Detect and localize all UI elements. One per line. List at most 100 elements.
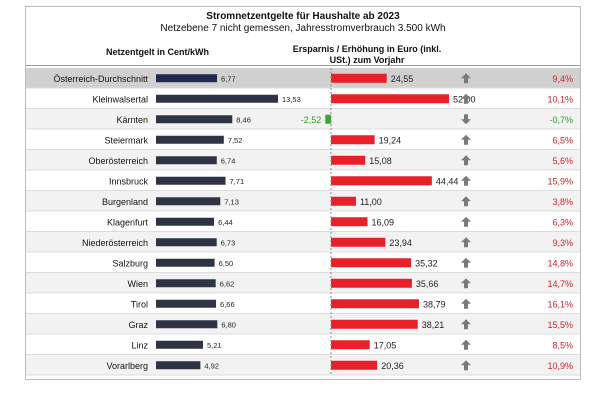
cent-bar — [156, 115, 233, 124]
cent-bar — [156, 197, 221, 206]
cent-value-label: 7,52 — [228, 136, 243, 145]
row-label: Klagenfurt — [107, 217, 149, 227]
cent-column-header: Netzentgelt in Cent/kWh — [106, 47, 209, 57]
arrow-up-icon — [461, 237, 471, 248]
euro-bar — [331, 155, 366, 165]
cent-bar — [156, 176, 226, 185]
cent-bar — [156, 299, 217, 308]
arrow-up-icon — [461, 257, 471, 268]
cent-value-label: 6,44 — [218, 218, 233, 227]
arrow-shape — [461, 360, 471, 371]
cent-value-label: 13,53 — [282, 95, 301, 104]
cent-bar — [156, 340, 203, 349]
arrow-shape — [461, 114, 471, 125]
arrow-shape — [461, 257, 471, 268]
euro-bar — [331, 176, 432, 186]
arrow-up-icon — [461, 155, 471, 166]
cent-value-label: 6,73 — [221, 238, 236, 247]
euro-bar — [331, 319, 418, 329]
row-label: Wien — [127, 279, 148, 289]
percent-change-label: 14,7% — [547, 279, 573, 289]
stripe-row-bg — [26, 232, 580, 253]
percent-change-label: 10,9% — [547, 361, 573, 371]
percent-change-label: 6,3% — [552, 217, 573, 227]
arrow-shape — [461, 155, 471, 166]
cent-value-label: 7,13 — [224, 197, 239, 206]
arrow-down-icon — [461, 114, 471, 125]
percent-change-label: 9,4% — [552, 74, 573, 84]
euro-bar — [331, 217, 368, 227]
arrow-up-icon — [461, 196, 471, 207]
percent-change-label: 6,5% — [552, 135, 573, 145]
euro-bar — [331, 360, 378, 370]
row-label: Oberösterreich — [88, 156, 148, 166]
chart-subtitle: Netzebene 7 nicht gemessen, Jahresstromv… — [160, 23, 446, 34]
stripe-row-bg — [26, 273, 580, 294]
cent-bar — [156, 135, 224, 144]
row-label: Vorarlberg — [106, 361, 148, 371]
arrow-shape — [461, 278, 471, 289]
cent-bar — [156, 258, 215, 267]
cent-bar — [156, 156, 217, 165]
percent-change-label: 8,5% — [552, 340, 573, 350]
euro-column-header-line2: USt.) zum Vorjahr — [329, 55, 405, 65]
row-label: Linz — [131, 340, 148, 350]
row-label: Österreich-Durchschnitt — [53, 74, 148, 84]
cent-bar — [156, 238, 217, 247]
arrow-up-icon — [461, 216, 471, 227]
stripe-row-bg — [26, 150, 580, 171]
euro-bar — [331, 73, 387, 83]
row-label: Graz — [128, 320, 148, 330]
cent-value-label: 5,21 — [207, 341, 222, 350]
euro-value-label: 20,36 — [381, 361, 404, 371]
euro-value-label: 15,08 — [369, 156, 392, 166]
cent-value-label: 8,46 — [236, 115, 251, 124]
cent-value-label: 6,62 — [220, 279, 235, 288]
euro-value-label: -2,52 — [301, 115, 322, 125]
chart-svg: Österreich-Durchschnitt 6,77 24,55 9,4% Klei… — [26, 65, 580, 376]
euro-column-header: Ersparnis / Erhöhung in Euro (inkl. USt.… — [272, 44, 462, 66]
cent-value-label: 6,77 — [221, 74, 236, 83]
euro-bar — [331, 278, 412, 288]
arrow-up-icon — [461, 298, 471, 309]
row-label: Salzburg — [112, 258, 148, 268]
euro-value-label: 38,79 — [423, 299, 446, 309]
arrow-up-icon — [461, 134, 471, 145]
row-label: Burgenland — [102, 197, 148, 207]
euro-value-label: 16,09 — [372, 217, 395, 227]
row-label: Tirol — [131, 299, 148, 309]
row-label: Kleinwalsertal — [92, 94, 148, 104]
arrow-shape — [461, 196, 471, 207]
arrow-shape — [461, 319, 471, 330]
arrow-shape — [461, 237, 471, 248]
euro-bar — [331, 237, 386, 247]
arrow-up-icon — [461, 73, 471, 84]
euro-bar — [331, 135, 375, 145]
stripe-row-bg — [26, 314, 580, 335]
euro-value-label: 19,24 — [379, 135, 402, 145]
cent-bar — [156, 74, 218, 83]
euro-value-label: 23,94 — [389, 238, 412, 248]
euro-bar — [331, 340, 370, 350]
percent-change-label: 10,1% — [547, 94, 573, 104]
percent-change-label: 9,3% — [552, 238, 573, 248]
arrow-shape — [461, 339, 471, 350]
percent-change-label: -0,7% — [549, 115, 573, 125]
cent-value-label: 6,80 — [221, 320, 236, 329]
euro-bar — [331, 258, 412, 268]
euro-bar — [325, 114, 331, 124]
arrow-up-icon — [461, 175, 471, 186]
cent-bar — [156, 320, 218, 329]
euro-column-header-line1: Ersparnis / Erhöhung in Euro (inkl. — [292, 44, 442, 54]
arrow-up-icon — [461, 339, 471, 350]
percent-change-label: 3,8% — [552, 197, 573, 207]
euro-bar — [331, 196, 356, 206]
euro-value-label: 24,55 — [391, 74, 414, 84]
percent-change-label: 5,6% — [552, 156, 573, 166]
stripe-row-bg — [26, 109, 580, 130]
percent-change-label: 15,9% — [547, 176, 573, 186]
euro-value-label: 35,32 — [415, 258, 438, 268]
row-label: Niederösterreich — [82, 238, 148, 248]
highlight-row-bg — [26, 68, 580, 89]
euro-value-label: 38,21 — [422, 320, 445, 330]
